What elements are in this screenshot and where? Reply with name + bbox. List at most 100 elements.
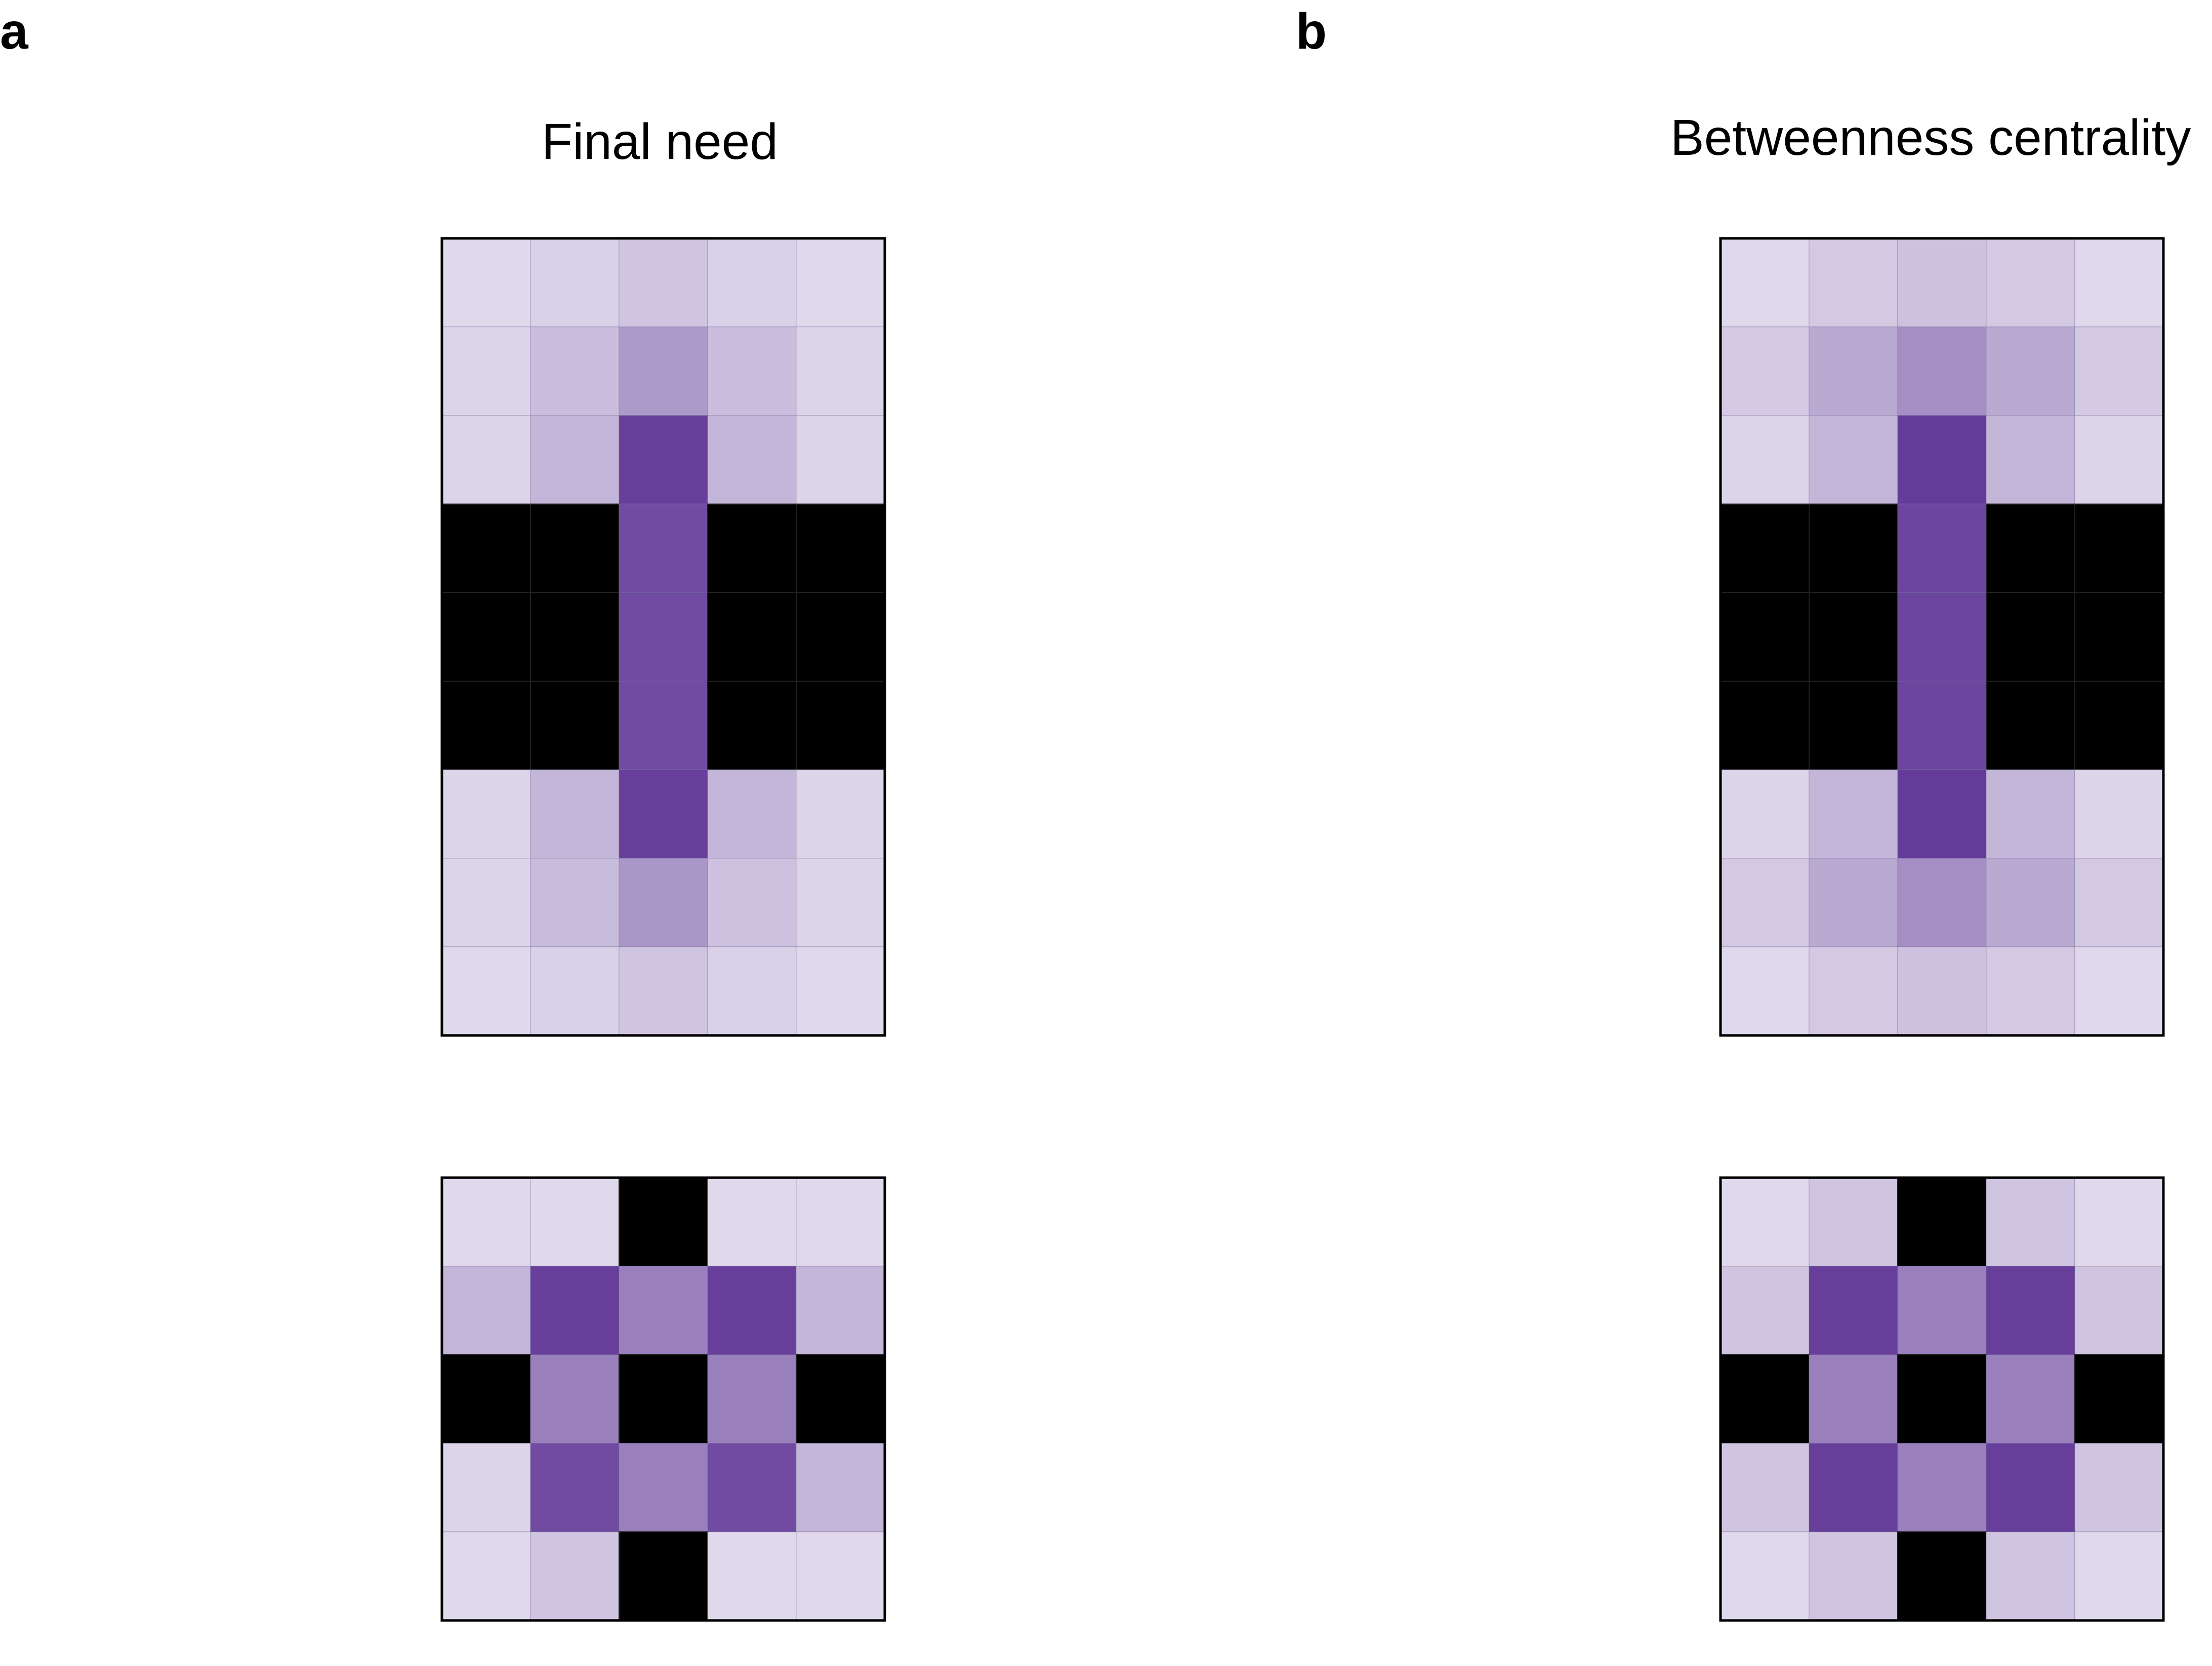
heatmap-cell xyxy=(619,238,708,327)
heatmap-cell-obstacle xyxy=(1809,504,1898,593)
heatmap-cell xyxy=(441,326,531,416)
heatmap-cell xyxy=(707,238,797,327)
heatmap-cell xyxy=(619,504,708,593)
heatmap-cell-obstacle xyxy=(1809,592,1898,682)
heatmap-cell-obstacle xyxy=(796,592,885,682)
heatmap-cell xyxy=(2074,1443,2164,1532)
heatmap-cell xyxy=(530,1177,620,1267)
heatmap-cell xyxy=(1720,326,1810,416)
heatmap-cell-obstacle xyxy=(1809,681,1898,770)
heatmap-cell xyxy=(530,1266,620,1355)
heatmap-cell-obstacle xyxy=(1720,504,1810,593)
heatmap-frame xyxy=(1719,1176,2165,1622)
heatmap-cell xyxy=(619,858,708,947)
heatmap-cell-obstacle xyxy=(619,1177,708,1267)
heatmap-cell xyxy=(2074,415,2164,505)
heatmap-cell xyxy=(2074,1531,2164,1621)
heatmap-cell xyxy=(2074,326,2164,416)
heatmap-cell xyxy=(1897,1266,1987,1355)
heatmap-cell xyxy=(707,1354,797,1444)
heatmap-cell xyxy=(1986,1354,2075,1444)
heatmap-cell xyxy=(1809,1354,1898,1444)
heatmap-cell xyxy=(530,1443,620,1532)
heatmap-cell xyxy=(707,769,797,859)
heatmap-cell xyxy=(619,415,708,505)
heatmap-betweenness-corridor xyxy=(1719,237,2165,1037)
heatmap-cell xyxy=(2074,858,2164,947)
panel-title-betweenness-centrality: Betweenness centrality xyxy=(1670,109,2191,166)
heatmap-cell xyxy=(1897,592,1987,682)
heatmap-cell xyxy=(1809,1443,1898,1532)
heatmap-cell xyxy=(796,1266,885,1355)
heatmap-cell xyxy=(1986,769,2075,859)
heatmap-cell-obstacle xyxy=(707,592,797,682)
heatmap-cell xyxy=(796,1443,885,1532)
heatmap-cell xyxy=(707,1177,797,1267)
heatmap-cell xyxy=(2074,946,2164,1036)
heatmap-cell xyxy=(796,769,885,859)
heatmap-cell xyxy=(1720,415,1810,505)
heatmap-cell-obstacle xyxy=(2074,504,2164,593)
heatmap-cell xyxy=(619,592,708,682)
heatmap-cell xyxy=(2074,1266,2164,1355)
heatmap-cell xyxy=(1986,326,2075,416)
heatmap-cell xyxy=(1986,946,2075,1036)
heatmap-cell-obstacle xyxy=(2074,1354,2164,1444)
heatmap-cell xyxy=(1986,1531,2075,1621)
heatmap-cell xyxy=(441,858,531,947)
heatmap-cell-obstacle xyxy=(1986,504,2075,593)
heatmap-cell xyxy=(1986,1266,2075,1355)
heatmap-cell xyxy=(796,946,885,1036)
heatmap-cell xyxy=(1809,238,1898,327)
heatmap-cell-obstacle xyxy=(441,592,531,682)
heatmap-cell xyxy=(2074,1177,2164,1267)
heatmap-cell xyxy=(619,681,708,770)
heatmap-cell xyxy=(1720,1531,1810,1621)
heatmap-cell xyxy=(1720,769,1810,859)
heatmap-cell-obstacle xyxy=(619,1354,708,1444)
heatmap-cell xyxy=(441,238,531,327)
heatmap-cell xyxy=(1720,238,1810,327)
heatmap-cell xyxy=(1897,681,1987,770)
heatmap-cell xyxy=(1986,415,2075,505)
heatmap-cell xyxy=(1809,1177,1898,1267)
heatmap-cell-obstacle xyxy=(796,681,885,770)
heatmap-cell xyxy=(1720,1443,1810,1532)
heatmap-cell xyxy=(2074,769,2164,859)
heatmap-cell-obstacle xyxy=(530,681,620,770)
heatmap-final-need-corridor xyxy=(440,237,886,1037)
heatmap-cell xyxy=(441,1266,531,1355)
heatmap-cell xyxy=(530,238,620,327)
heatmap-cell xyxy=(530,769,620,859)
heatmap-cell xyxy=(707,326,797,416)
heatmap-cell xyxy=(619,769,708,859)
heatmap-cell xyxy=(1720,1266,1810,1355)
heatmap-frame xyxy=(440,237,886,1037)
heatmap-cell-obstacle xyxy=(530,504,620,593)
heatmap-cell-obstacle xyxy=(1897,1354,1987,1444)
heatmap-cell xyxy=(796,1531,885,1621)
heatmap-cell xyxy=(707,1443,797,1532)
heatmap-cell-obstacle xyxy=(619,1531,708,1621)
heatmap-cell xyxy=(1809,769,1898,859)
heatmap-cell xyxy=(707,1266,797,1355)
heatmap-cell xyxy=(530,415,620,505)
heatmap-cell xyxy=(1897,769,1987,859)
heatmap-cell xyxy=(1986,1177,2075,1267)
heatmap-cell xyxy=(796,415,885,505)
heatmap-cell xyxy=(530,1354,620,1444)
heatmap-cell xyxy=(1897,326,1987,416)
heatmap-cell-obstacle xyxy=(1986,592,2075,682)
heatmap-cell xyxy=(707,415,797,505)
heatmap-cell xyxy=(796,238,885,327)
heatmap-cell-obstacle xyxy=(1720,592,1810,682)
heatmap-cell xyxy=(1809,858,1898,947)
heatmap-cell xyxy=(1897,946,1987,1036)
heatmap-cell-obstacle xyxy=(1897,1177,1987,1267)
heatmap-cell xyxy=(707,1531,797,1621)
panel-letter-b: b xyxy=(1296,3,1327,60)
heatmap-cell xyxy=(441,769,531,859)
heatmap-cell xyxy=(441,1443,531,1532)
heatmap-cell xyxy=(796,858,885,947)
heatmap-cell xyxy=(619,1266,708,1355)
